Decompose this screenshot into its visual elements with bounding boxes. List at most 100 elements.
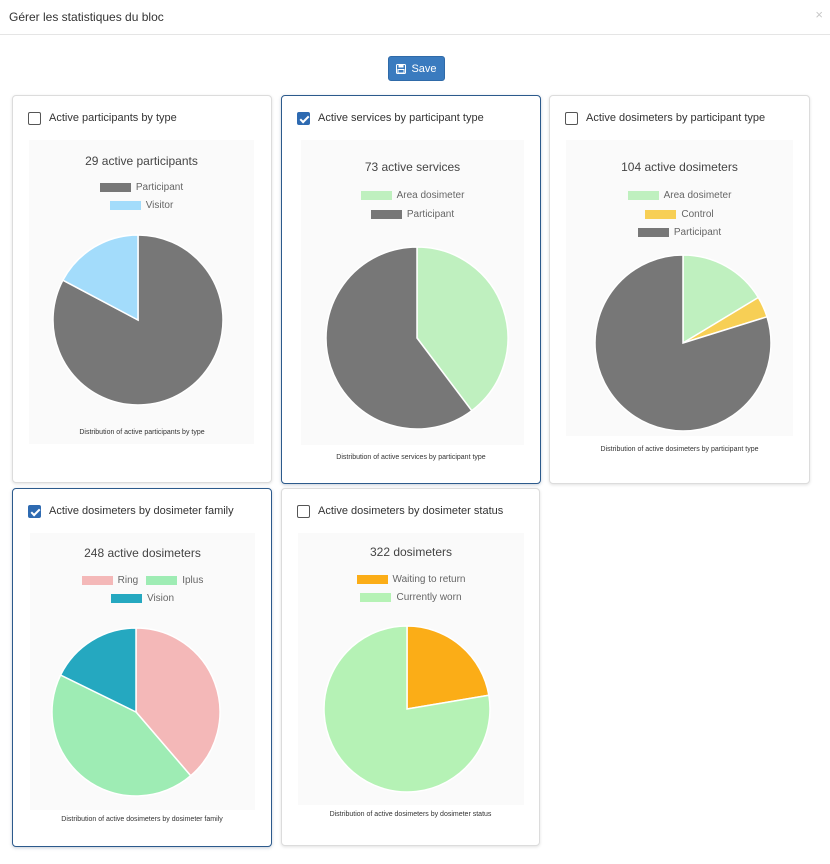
chart-area: 29 active participants Participant Visit… — [29, 140, 254, 444]
pie-slice-iplus[interactable] — [51, 674, 192, 797]
chart-title: 322 dosimeters — [369, 545, 453, 559]
card-label: Active dosimeters by dosimeter family — [49, 505, 234, 517]
chart-title: 29 active participants — [85, 154, 198, 168]
chart-caption: Distribution of active dosimeters by dos… — [329, 811, 492, 818]
pie-slice-participant[interactable] — [325, 246, 473, 430]
legend-row: Participant — [29, 182, 254, 193]
legend-item[interactable]: Vision — [110, 593, 175, 604]
legend-swatch — [370, 210, 402, 219]
legend-swatch — [637, 228, 669, 237]
checkbox[interactable] — [28, 504, 41, 518]
checkbox[interactable] — [297, 111, 310, 125]
legend-swatch — [627, 191, 659, 200]
legend-item[interactable]: Visitor — [109, 200, 174, 211]
card-label: Active services by participant type — [318, 112, 484, 124]
chart-caption: Distribution of active dosimeters by par… — [600, 446, 759, 453]
legend-swatch — [360, 593, 392, 602]
stat-card-services-by-participant-type[interactable]: Active services by participant type 73 a… — [281, 95, 541, 484]
close-icon[interactable]: × — [815, 7, 823, 22]
card-header: Active dosimeters by dosimeter family — [28, 503, 234, 519]
pie-chart — [52, 234, 224, 406]
card-header: Active services by participant type — [297, 110, 484, 126]
legend-row: Area dosimeter — [301, 190, 524, 201]
legend-item[interactable]: Currently worn — [360, 592, 462, 603]
legend-label: Iplus — [182, 575, 204, 586]
legend-label: Waiting to return — [392, 574, 466, 585]
chart-area: 322 dosimeters Waiting to return Current… — [298, 533, 524, 805]
legend-label: Area dosimeter — [396, 190, 465, 201]
card-label: Active dosimeters by participant type — [586, 112, 766, 124]
floppy-disk-icon — [396, 63, 407, 74]
legend-label: Ring — [117, 575, 139, 586]
legend-row: Control — [566, 209, 793, 220]
legend-row: Participant — [566, 227, 793, 238]
stat-card-dosimeters-by-participant-type[interactable]: Active dosimeters by participant type 10… — [549, 95, 810, 484]
chart-area: 104 active dosimeters Area dosimeter Con… — [566, 140, 793, 436]
legend-swatch — [146, 576, 178, 585]
legend-item[interactable]: Participant — [370, 209, 455, 220]
stat-card-dosimeters-by-status[interactable]: Active dosimeters by dosimeter status 32… — [281, 488, 540, 846]
legend-label: Control — [681, 209, 714, 220]
legend-item[interactable]: Area dosimeter — [627, 190, 732, 201]
chart-title: 248 active dosimeters — [84, 546, 201, 560]
chart-caption: Distribution of active services by parti… — [336, 454, 486, 461]
legend-item[interactable]: Participant — [99, 182, 184, 193]
pie-chart — [51, 627, 221, 797]
modal-title: Gérer les statistiques du bloc — [9, 10, 164, 24]
card-header: Active participants by type — [28, 110, 177, 126]
legend-item[interactable]: Area dosimeter — [360, 190, 465, 201]
pie-slice-vision[interactable] — [59, 627, 137, 714]
card-label: Active participants by type — [49, 112, 177, 124]
save-button-label: Save — [411, 62, 437, 75]
pie-chart — [594, 254, 772, 432]
card-label: Active dosimeters by dosimeter status — [318, 505, 504, 517]
legend-swatch — [99, 183, 131, 192]
chart-area: 73 active services Area dosimeter Partic… — [301, 140, 524, 445]
save-button[interactable]: Save — [388, 56, 445, 81]
card-header: Active dosimeters by participant type — [565, 110, 765, 126]
legend-row: Ring Iplus — [30, 575, 255, 586]
legend-label: Visitor — [145, 200, 174, 211]
stat-card-dosimeters-by-family[interactable]: Active dosimeters by dosimeter family 24… — [12, 488, 272, 847]
legend-row: Area dosimeter — [566, 190, 793, 201]
legend-row: Vision — [30, 593, 255, 604]
legend-row: Participant — [301, 209, 524, 220]
chart-title: 104 active dosimeters — [621, 160, 738, 174]
legend-row: Waiting to return — [298, 574, 524, 585]
legend-row: Currently worn — [298, 592, 524, 603]
pie-slice-ring[interactable] — [135, 627, 221, 777]
legend-label: Participant — [673, 227, 722, 238]
checkbox[interactable] — [297, 504, 310, 518]
legend-label: Area dosimeter — [663, 190, 732, 201]
legend-swatch — [360, 191, 392, 200]
pie-slice-visitor[interactable] — [61, 234, 139, 322]
pie-slice-area-dosimeter[interactable] — [682, 254, 760, 345]
chart-title: 73 active services — [364, 160, 461, 174]
pie-chart — [323, 625, 491, 793]
chart-caption: Distribution of active dosimeters by dos… — [61, 816, 223, 823]
legend-swatch — [356, 575, 388, 584]
legend-item[interactable]: Iplus — [146, 575, 203, 586]
legend-swatch — [110, 594, 142, 603]
legend-item[interactable]: Participant — [637, 227, 722, 238]
checkbox[interactable] — [28, 111, 41, 125]
legend-row: Visitor — [29, 200, 254, 211]
pie-slice-waiting-to-return[interactable] — [406, 625, 490, 710]
legend-item[interactable]: Control — [645, 209, 714, 220]
chart-caption: Distribution of active participants by t… — [79, 429, 205, 436]
pie-slice-currently-worn[interactable] — [323, 625, 491, 793]
legend-item[interactable]: Waiting to return — [356, 574, 466, 585]
legend-label: Participant — [135, 182, 184, 193]
legend-swatch — [109, 201, 141, 210]
stat-card-participants-by-type[interactable]: Active participants by type 29 active pa… — [12, 95, 272, 483]
legend-label: Participant — [406, 209, 455, 220]
pie-slice-participant[interactable] — [594, 254, 772, 432]
checkbox[interactable] — [565, 111, 578, 125]
pie-slice-area-dosimeter[interactable] — [416, 246, 509, 412]
legend-label: Vision — [146, 593, 175, 604]
card-header: Active dosimeters by dosimeter status — [297, 503, 503, 519]
pie-chart — [325, 246, 509, 430]
chart-area: 248 active dosimeters Ring Iplus Vision — [30, 533, 255, 810]
legend-swatch — [81, 576, 113, 585]
legend-item[interactable]: Ring — [81, 575, 139, 586]
